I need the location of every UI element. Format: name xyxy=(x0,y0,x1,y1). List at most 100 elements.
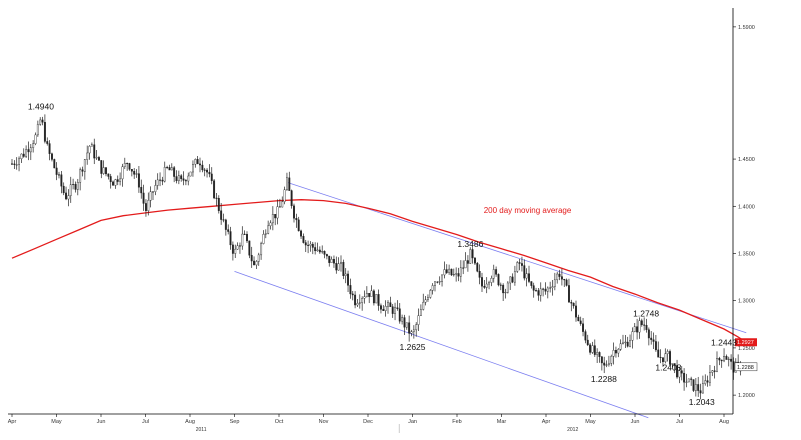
candle-body xyxy=(706,380,709,383)
candle-body xyxy=(523,265,526,279)
candle-body xyxy=(58,174,60,176)
candle-body xyxy=(290,190,293,207)
candle xyxy=(410,329,413,337)
candle-body xyxy=(607,363,610,365)
candle-body xyxy=(622,342,624,344)
candle xyxy=(36,120,39,137)
candle-body xyxy=(513,271,516,283)
candle xyxy=(325,253,328,260)
candle-body xyxy=(626,341,629,347)
candle-body xyxy=(11,163,13,165)
candle xyxy=(344,268,347,284)
candle xyxy=(598,351,601,363)
x-tick-label: Oct xyxy=(275,419,284,425)
candle xyxy=(295,213,298,228)
candle-body xyxy=(142,192,145,204)
candle xyxy=(462,260,465,275)
candle-body xyxy=(76,182,79,190)
candle-body xyxy=(114,179,117,186)
candle-body xyxy=(201,164,204,171)
candle xyxy=(349,278,352,299)
candle xyxy=(149,186,152,208)
candle xyxy=(187,172,190,186)
moving-average-label: 200 day moving average xyxy=(484,206,572,215)
candle xyxy=(448,264,451,275)
candle xyxy=(147,192,150,216)
candle xyxy=(175,170,178,184)
candle-body xyxy=(624,341,627,344)
candle-body xyxy=(349,285,352,295)
candle-body xyxy=(149,191,152,201)
y-tick-label: 1.3500 xyxy=(738,251,755,257)
candle xyxy=(15,157,18,170)
candle xyxy=(309,241,312,252)
candle xyxy=(222,213,225,223)
candle-body xyxy=(570,302,573,304)
candle-body xyxy=(100,160,103,174)
candle-body xyxy=(530,281,533,286)
candle-body xyxy=(177,175,180,182)
candle-body xyxy=(631,331,634,341)
candle xyxy=(657,341,660,358)
candle xyxy=(137,165,140,193)
candle xyxy=(563,278,566,288)
candle-body xyxy=(311,243,314,248)
candle-body xyxy=(368,293,371,297)
candle-body xyxy=(20,153,23,160)
candle-body xyxy=(685,381,688,383)
candle xyxy=(530,281,533,289)
candle-body xyxy=(466,260,469,264)
candle-body xyxy=(692,379,695,391)
candle-body xyxy=(363,296,366,299)
candle-body xyxy=(224,219,227,230)
candle-body xyxy=(619,343,622,350)
candle-body xyxy=(257,254,260,262)
candle-body xyxy=(199,163,201,166)
x-tick-label: Aug xyxy=(719,419,729,425)
candle-body xyxy=(250,254,253,262)
candle-body xyxy=(568,285,570,303)
candle xyxy=(720,359,723,368)
candle-body xyxy=(659,356,662,358)
candle-body xyxy=(51,153,53,160)
candle-body xyxy=(499,284,502,286)
candle-body xyxy=(502,284,505,294)
candle-body xyxy=(535,290,537,292)
candle xyxy=(441,274,443,287)
candle xyxy=(140,179,143,199)
candle-body xyxy=(128,163,131,170)
candle xyxy=(217,195,220,214)
candle-body xyxy=(262,234,265,244)
candle xyxy=(466,255,469,272)
candle-body xyxy=(173,167,176,177)
candle-body xyxy=(88,145,91,154)
y-tick-label: 1.4000 xyxy=(738,204,755,210)
candle xyxy=(629,334,631,348)
candle-body xyxy=(525,273,528,279)
candle xyxy=(105,167,107,177)
candle xyxy=(523,259,526,281)
candle xyxy=(483,279,486,289)
candle xyxy=(20,153,23,164)
candle-body xyxy=(497,274,500,286)
year-label: 2012 xyxy=(567,427,578,433)
candle xyxy=(300,229,302,240)
candle xyxy=(605,360,608,368)
candle-body xyxy=(593,345,596,355)
candle xyxy=(144,199,147,217)
candle xyxy=(356,298,359,308)
candle-body xyxy=(615,350,617,354)
candle-body xyxy=(539,288,542,296)
candle-body xyxy=(269,222,272,227)
candle-body xyxy=(478,271,481,278)
candle-body xyxy=(321,251,324,253)
candle-body xyxy=(662,357,664,362)
candle xyxy=(481,272,483,292)
candle xyxy=(189,171,192,177)
candle xyxy=(177,170,180,185)
candle-body xyxy=(175,176,178,182)
candle xyxy=(476,262,479,273)
candle xyxy=(302,233,305,244)
candle-body xyxy=(213,180,216,199)
candle xyxy=(311,241,314,255)
